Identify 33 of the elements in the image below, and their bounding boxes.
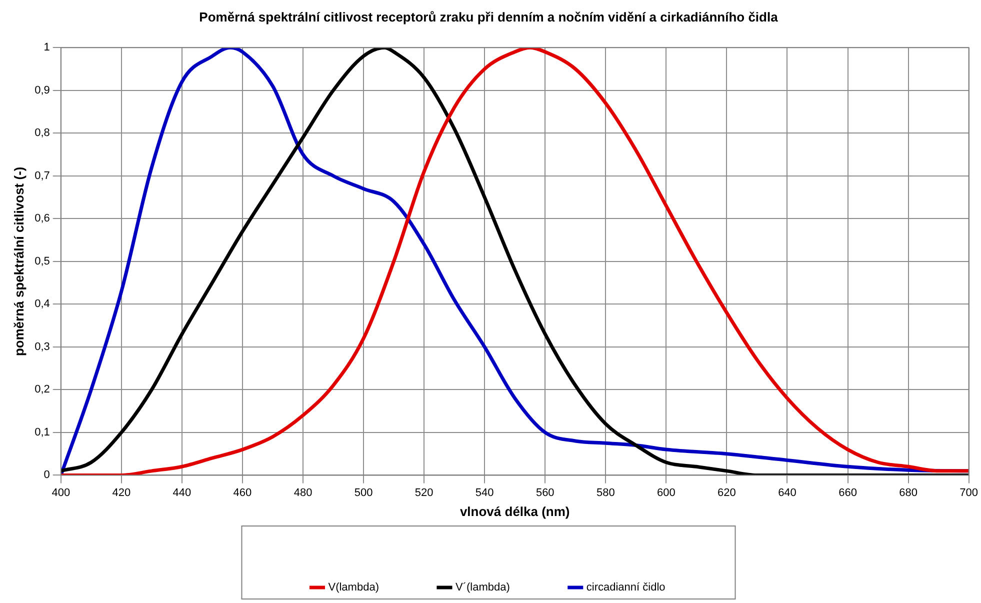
- y-tick-label: 0,2: [34, 384, 50, 396]
- x-tick-label: 540: [475, 486, 494, 499]
- x-tick-label: 700: [960, 486, 978, 499]
- x-tick-label: 420: [112, 486, 131, 499]
- x-tick-label: 560: [536, 486, 554, 499]
- y-tick-label: 0,5: [34, 255, 50, 268]
- y-tick-label: 0,6: [34, 212, 50, 225]
- y-tick-label: 0,4: [34, 298, 50, 310]
- x-tick-label: 520: [414, 486, 434, 499]
- y-tick-label: 0,8: [34, 127, 50, 140]
- legend-label: V(lambda): [328, 582, 379, 594]
- x-tick-label: 440: [172, 486, 192, 499]
- x-tick-label: 400: [52, 486, 70, 499]
- legend-label: circadianní čidlo: [586, 582, 666, 594]
- x-tick-label: 640: [778, 486, 796, 499]
- y-tick-label: 0,3: [34, 340, 50, 353]
- y-tick-label: 0,9: [34, 84, 50, 96]
- y-tick-label: 0: [44, 469, 50, 482]
- x-tick-label: 660: [838, 486, 857, 499]
- x-tick-label: 460: [233, 486, 252, 499]
- y-axis-title: poměrná spektrální citlivost (-): [11, 166, 26, 356]
- legend-label: V´(lambda): [455, 582, 510, 594]
- x-tick-label: 580: [596, 486, 615, 499]
- x-axis-title: vlnová délka (nm): [460, 504, 570, 519]
- x-tick-label: 500: [354, 486, 373, 499]
- x-tick-label: 600: [657, 486, 676, 499]
- y-tick-label: 0,7: [34, 170, 50, 182]
- x-tick-label: 480: [294, 486, 312, 499]
- y-tick-label: 1: [44, 42, 50, 54]
- y-tick-label: 0,1: [34, 426, 50, 438]
- x-tick-label: 620: [718, 486, 736, 499]
- x-tick-label: 680: [899, 486, 918, 499]
- chart-title: Poměrná spektrální citlivost receptorů zraku při denním a nočním vidění a cirkadiánního čidla: [199, 9, 779, 24]
